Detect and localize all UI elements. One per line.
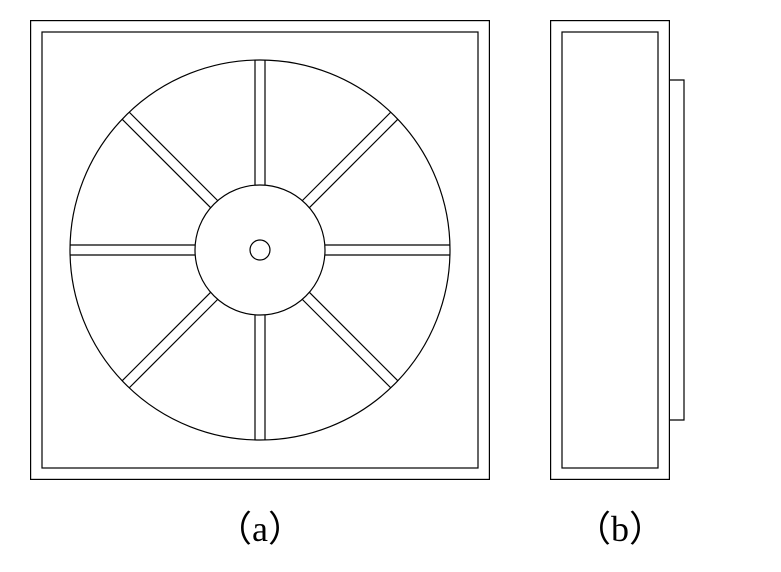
figure-container: （a） （b） [30, 20, 690, 552]
label-b: （b） [575, 500, 665, 552]
front-view-panel: （a） [30, 20, 490, 552]
label-a: （a） [216, 500, 304, 552]
side-view-panel: （b） [550, 20, 690, 552]
front-view-svg [30, 20, 490, 480]
side-view-svg [550, 20, 690, 480]
